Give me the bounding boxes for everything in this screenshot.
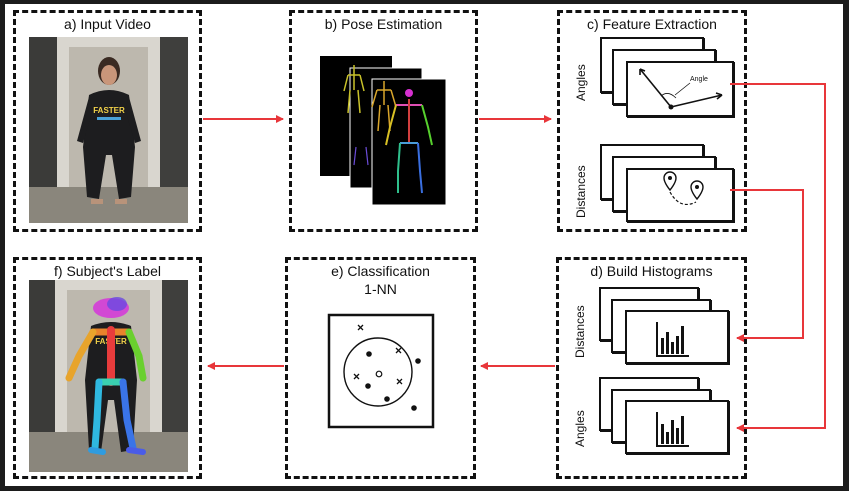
labeled-skeleton-photo-icon: FASTER bbox=[29, 280, 188, 472]
panel-subject-label: f) Subject's Label FASTER bbox=[13, 257, 202, 479]
distances-label-d: Distances bbox=[573, 305, 587, 358]
panel-input-video: a) Input Video FASTER bbox=[13, 10, 202, 232]
panel-title-input-video: a) Input Video bbox=[64, 16, 151, 32]
angles-label-c: Angles bbox=[574, 64, 588, 101]
location-pin-card-icon bbox=[626, 168, 734, 222]
distances-label-c: Distances bbox=[574, 165, 588, 218]
scatter-plot-icon bbox=[327, 313, 435, 429]
panel-feature-extraction: c) Feature Extraction Angles Distances A… bbox=[557, 10, 747, 232]
panel-title-feature-extraction: c) Feature Extraction bbox=[587, 16, 717, 32]
person-photo-icon: FASTER bbox=[29, 37, 188, 223]
panel-build-histograms: d) Build Histograms Distances Angles bbox=[556, 257, 747, 479]
location-pin-icon-2 bbox=[690, 180, 704, 201]
panel-classification: e) Classification 1-NN bbox=[285, 257, 476, 479]
angle-annotation: Angle bbox=[690, 76, 708, 83]
panel-subtitle-classifier: 1-NN bbox=[364, 281, 397, 297]
angle-card-icon: Angle bbox=[626, 61, 734, 117]
angle-histogram-card-icon bbox=[625, 400, 729, 454]
panel-title-classification: e) Classification bbox=[331, 263, 430, 279]
angles-label-d: Angles bbox=[573, 410, 587, 447]
input-video-photo: FASTER bbox=[29, 37, 188, 223]
panel-title-pose-estimation: b) Pose Estimation bbox=[324, 16, 443, 32]
shirt-text: FASTER bbox=[93, 106, 125, 115]
location-pin-icon-1 bbox=[663, 171, 677, 192]
panel-title-build-histograms: d) Build Histograms bbox=[590, 263, 713, 279]
panel-pose-estimation: b) Pose Estimation bbox=[289, 10, 478, 232]
panel-title-subject-label: f) Subject's Label bbox=[54, 263, 161, 279]
pipeline-diagram: a) Input Video FASTER bbox=[5, 4, 843, 486]
distance-histogram-card-icon bbox=[625, 310, 729, 364]
labeled-skeleton-photo: FASTER bbox=[29, 280, 188, 472]
skeleton-frames-icon bbox=[320, 56, 447, 206]
